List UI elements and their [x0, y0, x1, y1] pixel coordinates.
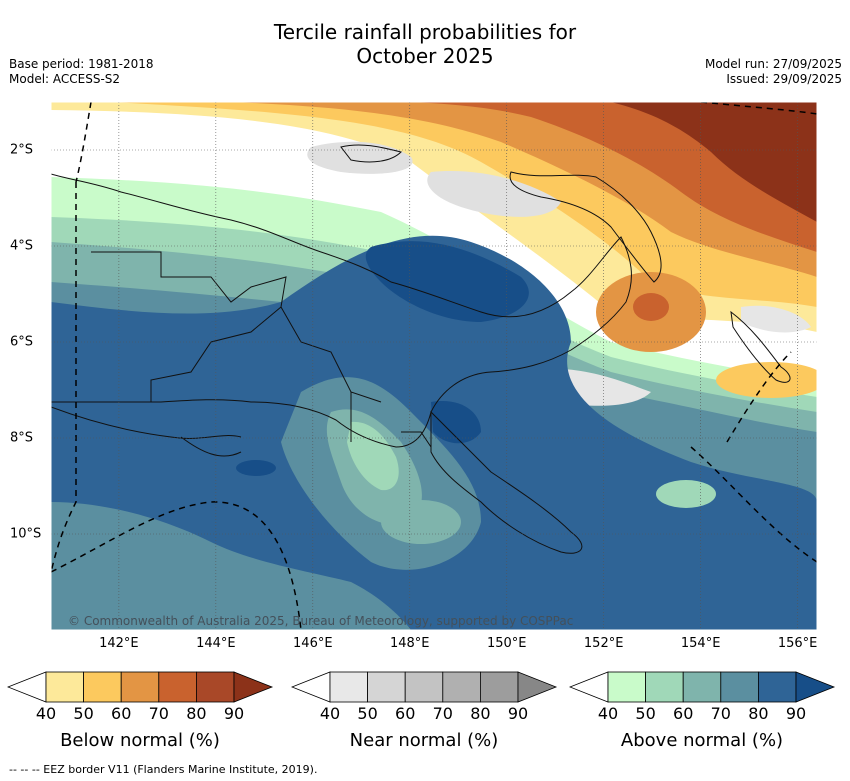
colorbar-below-normal: [7, 671, 274, 703]
gridlines: [51, 102, 817, 630]
colorbar-title: Below normal (%): [60, 730, 220, 751]
coastline-new-guinea: [51, 173, 632, 448]
colorbar-arrow-low: [7, 671, 47, 703]
colorbar-level-label: 60: [673, 704, 694, 723]
colorbar-above-normal: [569, 671, 836, 703]
coastline-peninsula: [430, 410, 583, 554]
colorbar-segment: [404, 671, 444, 703]
field-above-90-south: [431, 401, 481, 444]
run-info: Model run: 27/09/2025 Issued: 29/09/2025: [705, 57, 842, 87]
x-tick-label: 156°E: [777, 636, 818, 651]
colorbar-level-label: 40: [35, 704, 57, 723]
coastline-bougainville: [730, 310, 791, 383]
field-above-south-patch: [381, 500, 461, 544]
colorbar-level-label: 50: [357, 704, 378, 723]
y-tick-label: 2°S: [10, 142, 34, 158]
colorbar-segment: [367, 671, 406, 703]
colorbar-level-label: 80: [186, 704, 207, 723]
x-tick-label: 148°E: [389, 636, 430, 651]
y-tick-label: 8°S: [10, 430, 34, 446]
base-period: Base period: 1981-2018: [9, 57, 154, 71]
colorbar-title: Near normal (%): [349, 730, 499, 751]
colorbar-level-label: 50: [73, 704, 94, 723]
colorbar-segment: [158, 671, 197, 703]
colorbar-segment: [45, 671, 84, 703]
issued-date: Issued: 29/09/2025: [726, 72, 842, 86]
colorbar-level-label: 70: [148, 704, 169, 723]
colorbar-segment: [442, 671, 481, 703]
colorbar-level-label: 60: [395, 704, 416, 723]
eez-border-north: [75, 102, 92, 183]
copyright-credit: © Commonwealth of Australia 2025, Bureau…: [68, 614, 574, 628]
coastline-new-ireland: [340, 144, 402, 163]
colorbar-segment: [479, 671, 519, 703]
colorbar-arrow-high: [795, 671, 836, 703]
eez-footnote: -- -- -- EEZ border V11 (Flanders Marine…: [9, 763, 318, 776]
field-above-90-core: [365, 241, 529, 322]
model-info: Base period: 1981-2018 Model: ACCESS-S2: [9, 57, 154, 87]
field-above-green-patch: [656, 480, 716, 508]
colorbar-level-label: 50: [635, 704, 656, 723]
colorbar-level-label: 90: [223, 704, 245, 723]
field-near-patch-4: [741, 305, 811, 333]
provincial-borders: [91, 251, 432, 448]
colorbar-segment: [607, 671, 646, 703]
x-tick-label: 150°E: [486, 636, 527, 651]
x-tick-label: 154°E: [680, 636, 721, 651]
colorbar-level-label: 90: [507, 704, 529, 723]
coastline-new-britain: [509, 171, 662, 283]
colorbar-segment: [757, 671, 797, 703]
colorbar-near-normal: [291, 671, 558, 703]
eez-border-east: [690, 102, 817, 563]
x-tick-label: 152°E: [583, 636, 624, 651]
colorbar-level-label: 80: [470, 704, 491, 723]
colorbar-segment: [682, 671, 722, 703]
title-line-2: October 2025: [356, 44, 494, 68]
colorbar-arrow-high: [233, 671, 274, 703]
colorbar-segment: [329, 671, 368, 703]
torres-coast: [51, 406, 242, 457]
model-run-date: Model run: 27/09/2025: [704, 57, 842, 71]
colorbar-level-label: 60: [111, 704, 132, 723]
y-tick-label: 4°S: [10, 238, 34, 254]
field-above-50-mid: [347, 421, 399, 491]
eez-border-west: [51, 182, 77, 573]
colorbar-arrow-low: [569, 671, 609, 703]
x-tick-label: 146°E: [293, 636, 333, 651]
colorbar-level-label: 90: [785, 704, 807, 723]
field-below-90: [611, 102, 817, 222]
colorbar-level-label: 40: [597, 704, 619, 723]
title-line-1: Tercile rainfall probabilities for: [273, 20, 577, 44]
x-tick-label: 142°E: [99, 636, 139, 651]
colorbar-arrow-high: [517, 671, 558, 703]
colorbar-segment: [195, 671, 235, 703]
y-tick-label: 10°S: [10, 526, 42, 542]
colorbar-segment: [720, 671, 759, 703]
colorbar-level-label: 70: [710, 704, 731, 723]
colorbar-level-label: 70: [432, 704, 453, 723]
model-name: Model: ACCESS-S2: [9, 72, 121, 86]
colorbar-segment: [83, 671, 122, 703]
field-below-east: [716, 362, 817, 398]
colorbar-level-label: 80: [748, 704, 769, 723]
field-near-patch-2: [427, 171, 561, 217]
colorbar-level-label: 40: [319, 704, 341, 723]
colorbar-arrow-low: [291, 671, 331, 703]
colorbar-title: Above normal (%): [620, 730, 784, 751]
probability-map: [51, 102, 817, 630]
map-title: Tercile rainfall probabilities for Octob…: [0, 20, 850, 68]
x-tick-label: 144°E: [196, 636, 236, 651]
field-above-sw-core: [236, 460, 276, 476]
colorbar-segment: [120, 671, 160, 703]
colorbar-segment: [645, 671, 684, 703]
y-tick-label: 6°S: [10, 334, 34, 350]
eez-border-south: [51, 501, 302, 630]
field-below-lobe-core: [633, 293, 669, 321]
